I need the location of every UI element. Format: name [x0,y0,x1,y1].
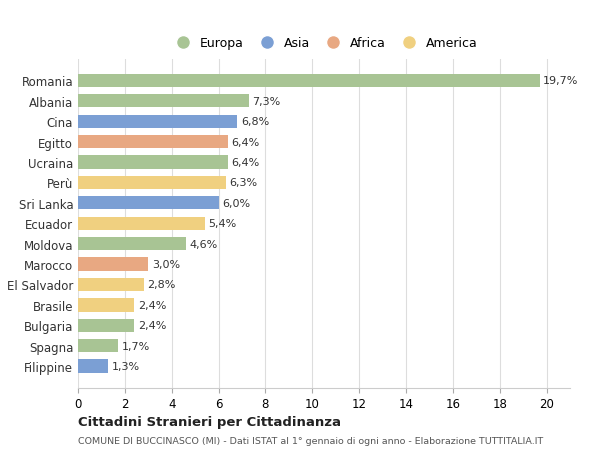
Text: 1,3%: 1,3% [112,361,140,371]
Bar [78,258,148,271]
Bar [78,156,228,169]
Text: 2,4%: 2,4% [138,300,166,310]
Text: 1,7%: 1,7% [121,341,149,351]
Bar [78,115,238,129]
Text: 7,3%: 7,3% [253,96,281,106]
Text: 6,4%: 6,4% [232,137,260,147]
Text: 5,4%: 5,4% [208,219,236,229]
Bar [78,339,118,353]
Text: 2,8%: 2,8% [147,280,175,290]
Text: 6,8%: 6,8% [241,117,269,127]
Text: 6,3%: 6,3% [229,178,257,188]
Bar [78,360,109,373]
Bar [78,299,134,312]
Text: 6,0%: 6,0% [222,198,250,208]
Text: 6,4%: 6,4% [232,158,260,168]
Bar [78,217,205,230]
Text: Cittadini Stranieri per Cittadinanza: Cittadini Stranieri per Cittadinanza [78,415,341,428]
Bar [78,237,186,251]
Text: 19,7%: 19,7% [543,76,578,86]
Bar [78,74,539,88]
Bar [78,95,249,108]
Bar [78,319,134,332]
Bar [78,176,226,190]
Text: COMUNE DI BUCCINASCO (MI) - Dati ISTAT al 1° gennaio di ogni anno - Elaborazione: COMUNE DI BUCCINASCO (MI) - Dati ISTAT a… [78,436,543,445]
Text: 2,4%: 2,4% [138,320,166,330]
Text: 4,6%: 4,6% [189,239,218,249]
Legend: Europa, Asia, Africa, America: Europa, Asia, Africa, America [166,33,482,54]
Bar [78,197,218,210]
Bar [78,136,228,149]
Bar [78,278,143,291]
Text: 3,0%: 3,0% [152,259,180,269]
